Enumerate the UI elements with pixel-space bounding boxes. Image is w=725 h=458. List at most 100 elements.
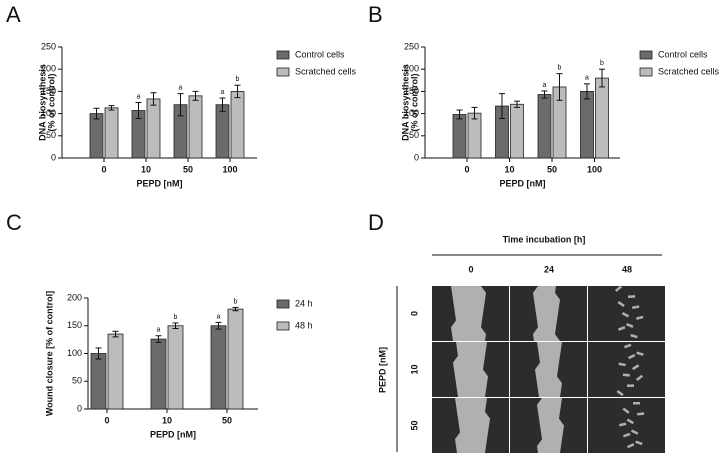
wound-fragment bbox=[630, 334, 638, 339]
bar bbox=[146, 98, 161, 159]
bar bbox=[537, 94, 552, 159]
x-axis-label: PEPD [nM] bbox=[500, 178, 546, 188]
wound-fragment bbox=[636, 351, 644, 356]
error-bar bbox=[584, 83, 590, 100]
wound-image bbox=[432, 342, 509, 397]
legend-label: Scratched cells bbox=[295, 66, 357, 76]
error-bar bbox=[150, 92, 157, 106]
error-bar bbox=[155, 335, 162, 343]
legend-label: 48 h bbox=[295, 320, 313, 330]
wound-area bbox=[533, 286, 560, 341]
x-tick-label: 50 bbox=[547, 164, 557, 174]
wound-area bbox=[451, 286, 486, 341]
bar bbox=[467, 112, 482, 159]
y-axis-label: (% of control) bbox=[409, 74, 419, 132]
bar bbox=[227, 308, 244, 410]
significance-label: b bbox=[234, 298, 238, 305]
bar bbox=[107, 333, 124, 410]
error-bar bbox=[599, 68, 605, 88]
panel-label: A bbox=[6, 2, 21, 27]
wound-image bbox=[510, 286, 587, 341]
significance-label: a bbox=[157, 327, 161, 334]
y-tick-label: 50 bbox=[409, 130, 419, 140]
error-bar bbox=[95, 347, 102, 360]
wound-fragment bbox=[627, 443, 635, 449]
bar bbox=[580, 91, 594, 159]
wound-fragment bbox=[630, 429, 639, 435]
wound-fragment bbox=[616, 390, 624, 397]
bar bbox=[89, 113, 104, 159]
bar bbox=[452, 114, 467, 159]
significance-label: a bbox=[221, 89, 225, 96]
image-grid: Time incubation [h] PEPD [nM] 0 24 48 0 10 50 bbox=[377, 234, 665, 453]
error-bar bbox=[471, 106, 478, 120]
y-tick-label: 150 bbox=[41, 86, 56, 96]
error-bar bbox=[556, 73, 563, 101]
wound-fragment bbox=[627, 384, 635, 387]
y-tick-label: 200 bbox=[41, 64, 56, 74]
bar bbox=[510, 103, 524, 159]
significance-label: a bbox=[137, 93, 141, 100]
wound-fragment bbox=[623, 432, 631, 438]
wound-area bbox=[535, 342, 562, 397]
wound-area bbox=[537, 398, 564, 453]
significance-label: b bbox=[558, 64, 562, 71]
legend-label: Control cells bbox=[295, 49, 345, 59]
wound-fragment bbox=[633, 402, 640, 405]
legend-swatch bbox=[276, 321, 290, 331]
legend-label: 24 h bbox=[295, 298, 313, 308]
row-title: PEPD [nM] bbox=[377, 347, 387, 393]
x-tick-label: 0 bbox=[101, 164, 106, 174]
y-tick-label: 50 bbox=[72, 376, 82, 386]
error-bar bbox=[499, 93, 505, 119]
y-axis-label: DNA biosynthesis bbox=[400, 64, 410, 141]
wound-fragment bbox=[636, 315, 644, 320]
x-axis-label: PEPD [nM] bbox=[137, 178, 183, 188]
column-title: Time incubation [h] bbox=[503, 234, 586, 244]
error-bar bbox=[177, 93, 184, 117]
wound-fragment bbox=[628, 353, 636, 360]
y-tick-label: 100 bbox=[41, 108, 56, 118]
wound-fragment bbox=[636, 374, 644, 381]
panel-label: C bbox=[6, 210, 22, 235]
wound-image bbox=[432, 398, 509, 453]
bar bbox=[167, 325, 184, 410]
y-tick-label: 50 bbox=[46, 130, 56, 140]
x-tick-label: 10 bbox=[141, 164, 151, 174]
wound-fragment bbox=[618, 362, 626, 367]
y-tick-label: 150 bbox=[404, 86, 419, 96]
x-axis-label: PEPD [nM] bbox=[150, 429, 196, 439]
error-bar bbox=[232, 306, 239, 312]
legend-swatch bbox=[276, 67, 290, 77]
row-label: 0 bbox=[409, 311, 419, 316]
y-axis-label: Wound closure [% of control] bbox=[44, 291, 54, 416]
x-tick-label: 10 bbox=[162, 415, 172, 425]
wound-fragment bbox=[617, 301, 625, 307]
bar bbox=[188, 95, 203, 159]
wound-fragment bbox=[632, 305, 640, 309]
x-tick-label: 100 bbox=[587, 164, 602, 174]
wound-fragment bbox=[622, 407, 630, 414]
x-tick-label: 10 bbox=[504, 164, 514, 174]
y-axis-label: DNA biosynthesis bbox=[37, 64, 47, 141]
error-bar bbox=[135, 102, 142, 119]
significance-label: b bbox=[174, 314, 178, 321]
y-tick-label: 0 bbox=[414, 152, 419, 162]
error-bar bbox=[541, 90, 548, 99]
image-background bbox=[588, 286, 665, 341]
wound-image bbox=[510, 342, 587, 397]
significance-label: a bbox=[543, 82, 547, 89]
y-axis-label: (% of control) bbox=[46, 74, 56, 132]
bar bbox=[104, 107, 119, 159]
bar bbox=[150, 338, 167, 410]
y-tick-label: 200 bbox=[67, 292, 82, 302]
significance-label: a bbox=[585, 75, 589, 82]
legend-label: Control cells bbox=[658, 49, 708, 59]
x-tick-label: 100 bbox=[222, 164, 237, 174]
legend-swatch bbox=[276, 50, 290, 60]
x-tick-label: 0 bbox=[464, 164, 469, 174]
error-bar bbox=[108, 105, 115, 111]
error-bar bbox=[234, 84, 241, 99]
wound-fragment bbox=[626, 322, 634, 328]
